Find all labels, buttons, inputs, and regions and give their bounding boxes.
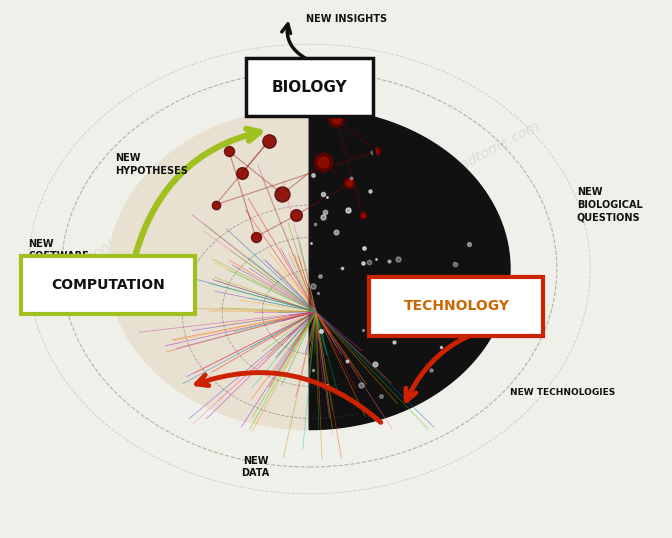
FancyBboxPatch shape	[246, 58, 373, 116]
Text: NEW
HYPOTHESES: NEW HYPOTHESES	[115, 153, 188, 176]
Text: TECHNOLOGY: TECHNOLOGY	[403, 300, 509, 314]
Text: NEW TECHNOLOGIES: NEW TECHNOLOGIES	[510, 387, 616, 397]
FancyBboxPatch shape	[370, 277, 544, 336]
Text: NEW
SOFTWARE: NEW SOFTWARE	[28, 239, 89, 261]
Text: ebook.aroadtome.com: ebook.aroadtome.com	[76, 183, 221, 269]
Text: ebook.aroadtome.com: ebook.aroadtome.com	[397, 119, 542, 205]
Text: NEW
DATA: NEW DATA	[241, 456, 270, 478]
Text: NEW
BIOLOGICAL
QUESTIONS: NEW BIOLOGICAL QUESTIONS	[577, 187, 642, 222]
Text: BIOLOGY: BIOLOGY	[271, 80, 347, 95]
Polygon shape	[309, 109, 510, 429]
Text: NEW INSIGHTS: NEW INSIGHTS	[306, 13, 387, 24]
Text: ebook.aroadtome.com: ebook.aroadtome.com	[317, 344, 462, 430]
FancyBboxPatch shape	[22, 256, 196, 315]
Polygon shape	[108, 109, 309, 429]
Text: COMPUTATION: COMPUTATION	[52, 278, 165, 292]
